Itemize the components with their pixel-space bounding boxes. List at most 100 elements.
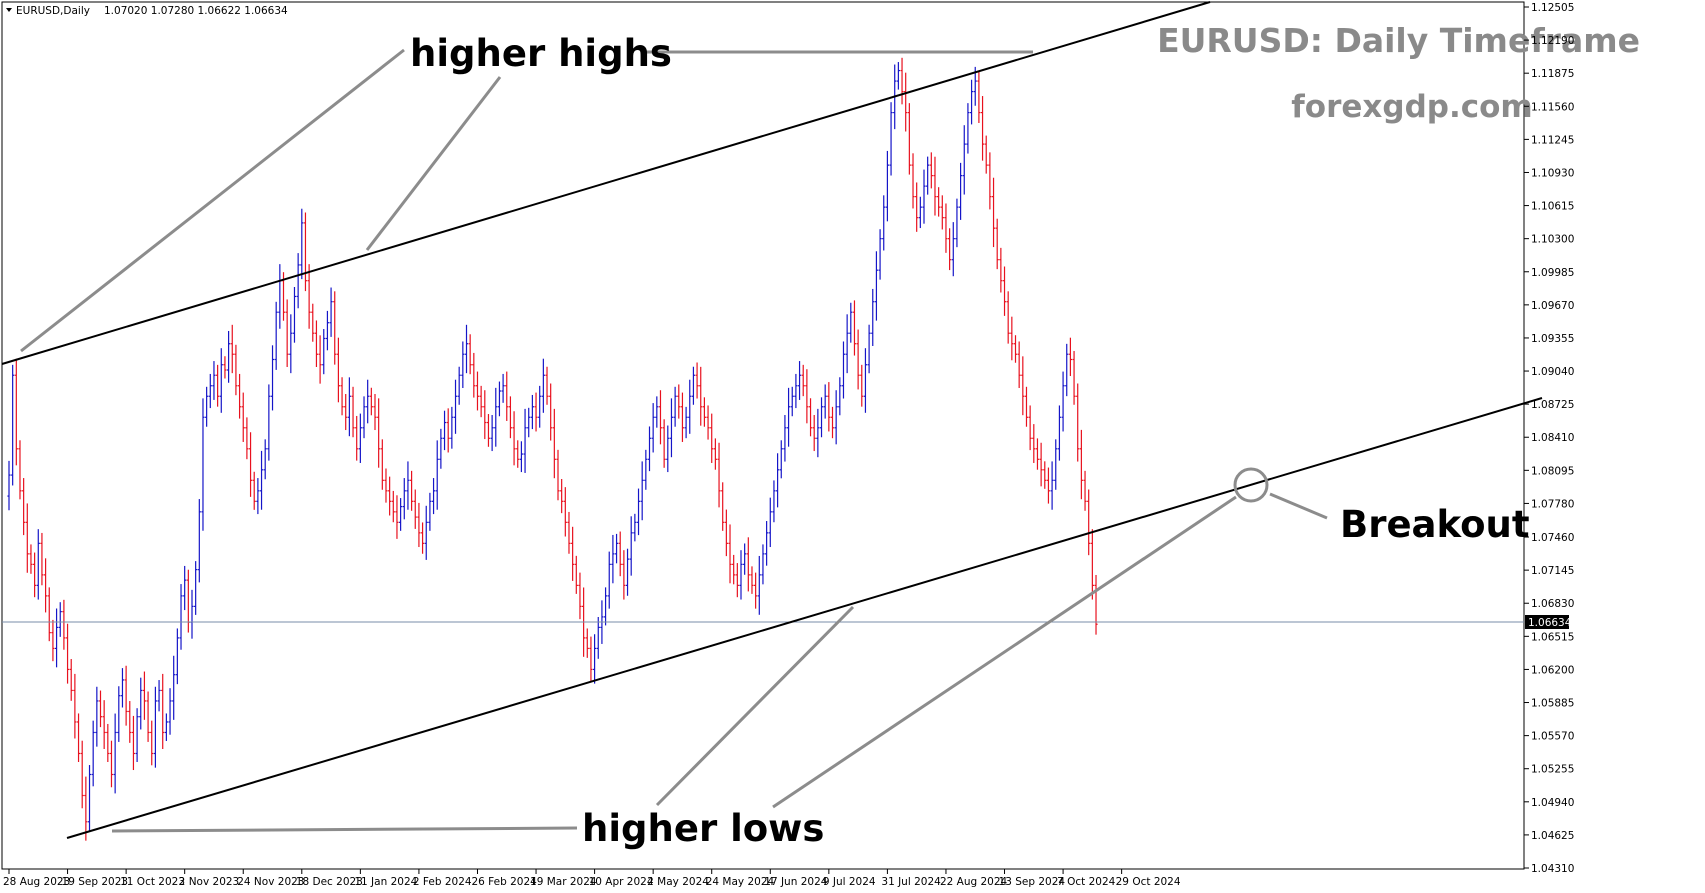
candle	[453, 379, 458, 434]
candle	[896, 62, 900, 90]
candle	[18, 440, 22, 500]
candle	[999, 247, 1003, 293]
candle	[201, 398, 205, 531]
candle	[54, 608, 59, 668]
candle	[680, 392, 685, 442]
y-tick-label: 1.11875	[1531, 68, 1574, 80]
candle	[530, 394, 534, 430]
y-tick-label: 1.08095	[1531, 465, 1574, 477]
candle	[622, 550, 626, 600]
candle	[435, 440, 439, 510]
candle	[768, 497, 772, 548]
candle	[347, 377, 351, 437]
candle	[424, 505, 428, 560]
candle	[58, 602, 62, 637]
candle	[538, 385, 542, 428]
candle	[179, 584, 183, 650]
candle	[918, 196, 922, 229]
candle	[1021, 356, 1025, 416]
candle	[98, 690, 103, 728]
candle	[296, 253, 300, 309]
y-tick-label: 1.10300	[1531, 234, 1574, 246]
candle	[556, 449, 560, 501]
candle	[157, 680, 161, 712]
x-tick-label: 31 Jul 2024	[881, 876, 941, 888]
candle	[688, 379, 692, 434]
candle	[516, 440, 520, 468]
candle	[237, 373, 242, 419]
higher-lows-label: higher lows	[582, 807, 824, 850]
candle	[311, 303, 315, 342]
candle	[794, 373, 798, 409]
candle	[567, 511, 571, 554]
candle	[1061, 371, 1065, 432]
candle	[900, 57, 904, 105]
candle	[966, 103, 970, 154]
candle	[120, 668, 125, 708]
symbol-dropdown-icon[interactable]	[6, 8, 12, 12]
candle	[735, 563, 739, 598]
candle	[333, 291, 337, 365]
candle	[948, 228, 952, 271]
watermark-title: EURUSD: Daily Timeframe	[1157, 21, 1640, 60]
candle	[830, 406, 835, 439]
candle	[783, 415, 787, 462]
candle	[706, 405, 710, 440]
candle	[84, 776, 88, 841]
candle	[208, 373, 212, 409]
candle	[926, 156, 930, 195]
candle	[175, 628, 179, 685]
symbol-label: EURUSD,Daily	[16, 5, 90, 17]
x-tick-label: 9 Jul 2024	[823, 876, 876, 888]
candle	[980, 96, 985, 161]
candle	[292, 286, 297, 343]
candle	[636, 488, 641, 536]
candle	[871, 288, 875, 346]
ohlc-values: 1.07020 1.07280 1.06622 1.06634	[104, 5, 288, 17]
candle	[797, 361, 802, 400]
candle	[603, 587, 608, 626]
y-tick-label: 1.04940	[1531, 797, 1574, 809]
candle	[1010, 316, 1014, 361]
candle	[776, 453, 780, 508]
candle	[227, 330, 231, 383]
candle	[483, 390, 487, 440]
candle	[289, 314, 293, 374]
candle	[666, 425, 670, 473]
lower-trendline[interactable]	[66, 397, 1543, 839]
candles	[7, 57, 1098, 841]
y-tick-label: 1.10930	[1531, 167, 1574, 179]
candle	[904, 72, 908, 132]
candle	[889, 102, 893, 176]
candle	[1013, 335, 1018, 363]
candle	[69, 659, 73, 701]
candle	[62, 599, 66, 650]
x-tick-label: 11 Oct 2023	[120, 876, 185, 888]
candle	[728, 524, 732, 584]
candle	[541, 358, 545, 413]
upper-trendline[interactable]	[1, 1, 1211, 365]
candle	[95, 686, 99, 747]
candle	[307, 264, 311, 329]
candle	[695, 362, 699, 399]
candle	[267, 384, 271, 461]
y-tick-label: 1.06515	[1531, 631, 1574, 643]
candle	[838, 377, 842, 416]
x-tick-label: 29 Oct 2024	[1116, 876, 1181, 888]
candle	[395, 495, 399, 539]
candle	[494, 387, 498, 447]
candle	[391, 490, 395, 523]
candle	[76, 713, 81, 762]
candle	[991, 177, 996, 248]
candle	[574, 555, 578, 594]
candle	[135, 708, 139, 762]
candle	[183, 565, 187, 611]
candle	[146, 691, 150, 742]
x-tick-label: 22 Aug 2024	[940, 876, 1008, 888]
candle	[36, 529, 40, 600]
candle	[87, 765, 92, 832]
candle	[1090, 529, 1094, 600]
candle	[607, 551, 611, 609]
